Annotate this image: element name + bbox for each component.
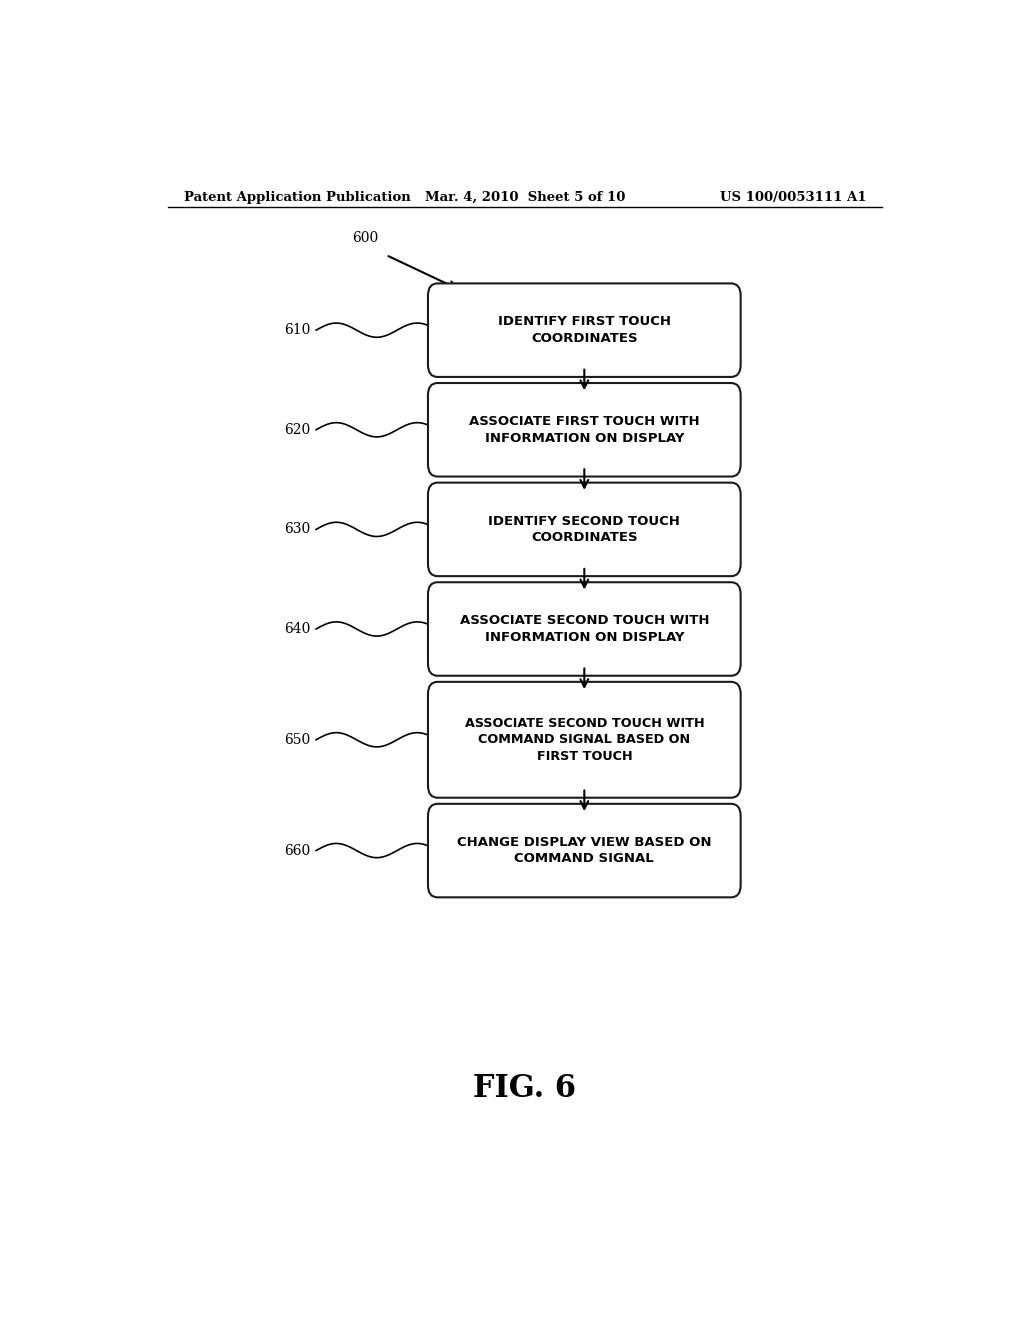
Text: ASSOCIATE SECOND TOUCH WITH
COMMAND SIGNAL BASED ON
FIRST TOUCH: ASSOCIATE SECOND TOUCH WITH COMMAND SIGN… [465,717,705,763]
Text: ASSOCIATE SECOND TOUCH WITH
INFORMATION ON DISPLAY: ASSOCIATE SECOND TOUCH WITH INFORMATION … [460,614,709,644]
Text: 620: 620 [285,422,310,437]
Text: 660: 660 [285,843,310,858]
Text: ASSOCIATE FIRST TOUCH WITH
INFORMATION ON DISPLAY: ASSOCIATE FIRST TOUCH WITH INFORMATION O… [469,414,699,445]
FancyBboxPatch shape [428,582,740,676]
Text: 630: 630 [285,523,310,536]
FancyBboxPatch shape [428,284,740,378]
Text: Patent Application Publication: Patent Application Publication [183,190,411,203]
FancyBboxPatch shape [428,483,740,576]
FancyBboxPatch shape [428,682,740,797]
Text: 600: 600 [351,231,378,244]
Text: IDENTIFY FIRST TOUCH
COORDINATES: IDENTIFY FIRST TOUCH COORDINATES [498,315,671,345]
Text: FIG. 6: FIG. 6 [473,1073,577,1104]
FancyBboxPatch shape [428,383,740,477]
Text: IDENTIFY SECOND TOUCH
COORDINATES: IDENTIFY SECOND TOUCH COORDINATES [488,515,680,544]
Text: Mar. 4, 2010  Sheet 5 of 10: Mar. 4, 2010 Sheet 5 of 10 [425,190,625,203]
Text: 650: 650 [285,733,310,747]
Text: 640: 640 [284,622,310,636]
Text: 610: 610 [284,323,310,337]
Text: CHANGE DISPLAY VIEW BASED ON
COMMAND SIGNAL: CHANGE DISPLAY VIEW BASED ON COMMAND SIG… [457,836,712,866]
Text: US 100/0053111 A1: US 100/0053111 A1 [720,190,866,203]
FancyBboxPatch shape [428,804,740,898]
